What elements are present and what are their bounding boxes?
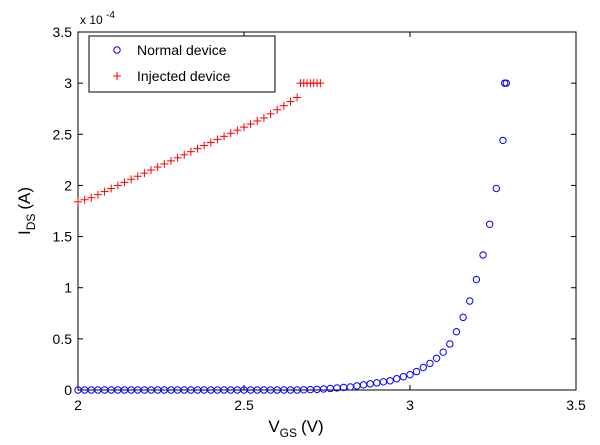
data-point-normal: [502, 79, 510, 87]
data-point-normal: [439, 348, 447, 356]
data-point-normal: [479, 251, 487, 259]
y-tick-label: 3: [64, 75, 72, 91]
data-point-injected: [213, 135, 222, 144]
data-point-injected: [186, 147, 195, 156]
x-tick-label: 3.5: [566, 397, 586, 413]
data-point-injected: [113, 181, 122, 190]
y-axis-label-main: I: [15, 230, 34, 235]
data-point-injected: [266, 109, 275, 118]
data-point-normal: [393, 375, 401, 383]
data-point-injected: [87, 193, 96, 202]
data-point-injected: [286, 97, 295, 106]
y-tick-label: 0.5: [53, 331, 73, 347]
data-point-injected: [226, 129, 235, 138]
data-point-injected: [253, 116, 262, 125]
data-point-injected: [206, 138, 215, 147]
y-axis-label: IDS (A): [15, 187, 38, 235]
data-point-normal: [399, 373, 408, 381]
y-axis-label-sub: DS: [24, 214, 38, 231]
data-point-normal: [466, 297, 474, 305]
data-point-injected: [107, 184, 116, 193]
data-point-injected: [193, 144, 202, 153]
y-tick-label: 1: [64, 280, 72, 296]
x-tick-label: 3: [406, 397, 414, 413]
data-point-normal: [472, 275, 481, 284]
y-tick-label: 0: [64, 382, 72, 398]
data-point-injected: [140, 169, 149, 178]
data-point-injected: [160, 159, 169, 168]
data-point-injected: [279, 101, 288, 110]
data-point-injected: [220, 132, 229, 141]
data-point-normal: [459, 313, 467, 322]
data-point-injected: [273, 105, 282, 114]
legend-box: [88, 35, 276, 93]
data-point-injected: [173, 153, 182, 162]
x-axis-ticks: 2 2.5 3 3.5: [74, 32, 586, 413]
x-axis-label-main: V: [268, 417, 280, 436]
y-axis-label-unit: (A): [15, 187, 34, 210]
series-normal-device: [74, 79, 510, 394]
data-point-normal: [485, 220, 494, 228]
legend-label-injected: Injected device: [137, 68, 231, 84]
data-point-normal: [446, 340, 454, 348]
data-point-injected: [127, 175, 136, 184]
data-point-injected: [200, 141, 209, 150]
x-tick-label: 2.5: [234, 397, 254, 413]
data-point-normal: [426, 359, 434, 368]
data-point-injected: [80, 195, 89, 204]
series-injected-device: [74, 79, 325, 206]
data-point-normal: [432, 354, 441, 362]
data-point-normal: [492, 184, 501, 193]
y-multiplier: x 10 -4: [80, 10, 115, 27]
data-point-injected: [246, 120, 255, 129]
x-axis-label-unit: (V): [301, 417, 324, 436]
data-point-injected: [100, 187, 109, 196]
y-tick-label: 2: [64, 177, 72, 193]
data-point-injected: [293, 93, 302, 102]
y-multiplier-base: x 10: [80, 13, 103, 27]
x-axis-label: VGS (V): [268, 417, 323, 440]
data-point-normal: [419, 363, 427, 372]
y-tick-label: 1.5: [53, 229, 73, 245]
data-point-normal: [386, 377, 394, 385]
data-point-injected: [166, 156, 175, 165]
y-tick-label: 2.5: [53, 126, 73, 142]
data-point-injected: [153, 163, 162, 172]
data-point-normal: [412, 367, 421, 376]
data-point-normal: [499, 136, 507, 145]
data-point-normal: [452, 327, 461, 336]
data-point-injected: [259, 113, 268, 122]
legend-marker-injected: [113, 72, 121, 80]
data-point-normal: [406, 370, 414, 379]
data-point-injected: [240, 123, 248, 132]
legend-label-normal: Normal device: [137, 42, 227, 58]
y-tick-label: 3.5: [53, 24, 73, 40]
legend: Normal device Injected device: [88, 35, 276, 93]
data-point-injected: [180, 150, 189, 159]
data-point-injected: [233, 126, 242, 135]
y-axis-ticks: 0 0.5 1 1.5 2 2.5 3 3.5: [53, 24, 576, 398]
data-point-injected: [93, 190, 102, 199]
data-point-injected: [74, 197, 82, 206]
x-tick-label: 2: [74, 397, 82, 413]
data-point-injected: [120, 178, 129, 187]
data-point-injected: [316, 79, 325, 88]
data-point-injected: [147, 166, 156, 175]
x-axis-label-sub: GS: [280, 426, 297, 440]
y-multiplier-exp: -4: [106, 10, 115, 21]
data-point-injected: [133, 172, 142, 181]
legend-marker-normal: [113, 46, 121, 54]
